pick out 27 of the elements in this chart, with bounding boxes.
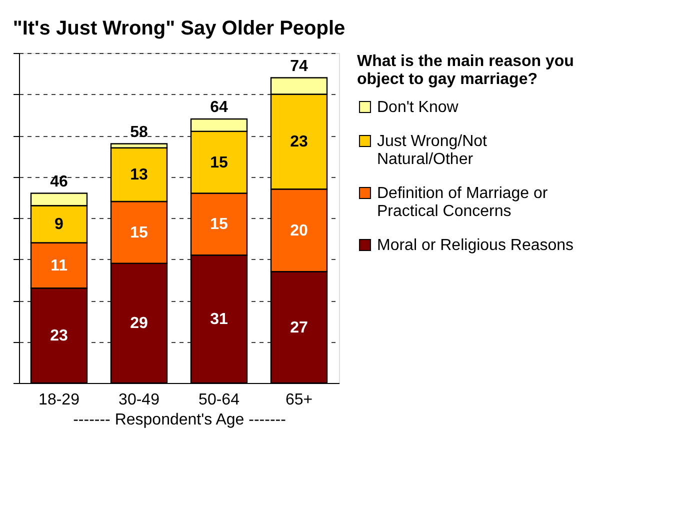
data-label: 31 [210, 311, 228, 328]
legend-title: What is the main reason you object to gay marriage? [357, 53, 574, 88]
x-tick-label: 50-64 [198, 392, 240, 408]
data-label: 27 [290, 319, 308, 336]
x-tick-label: 65+ [285, 392, 313, 408]
total-label: 74 [290, 58, 308, 75]
data-label: 13 [130, 166, 148, 184]
data-label: 29 [130, 315, 148, 332]
legend-label: Moral or Religious Reasons [377, 237, 574, 254]
total-label: 64 [210, 99, 228, 116]
chart-title: "It's Just Wrong" Say Older People [12, 18, 346, 40]
x-tick-label: 18-29 [38, 392, 80, 408]
legend-label: Definition of Marriage or Practical Concerns [377, 185, 548, 220]
data-label: 15 [210, 216, 228, 234]
data-label: 15 [130, 224, 148, 242]
data-label: 15 [210, 154, 228, 172]
legend-label: Don't Know [377, 99, 459, 116]
x-tick-label: 30-49 [118, 392, 160, 408]
data-label: 23 [50, 328, 68, 345]
data-label: 20 [290, 222, 308, 240]
x-axis-title: ------- Respondent's Age ------- [73, 412, 286, 428]
data-label: 23 [290, 134, 308, 151]
total-label: 58 [130, 124, 148, 141]
data-label: 11 [50, 257, 68, 274]
data-label: 9 [54, 216, 64, 234]
legend-label: Just Wrong/Not Natural/Other [377, 133, 488, 168]
total-label: 46 [50, 173, 68, 190]
